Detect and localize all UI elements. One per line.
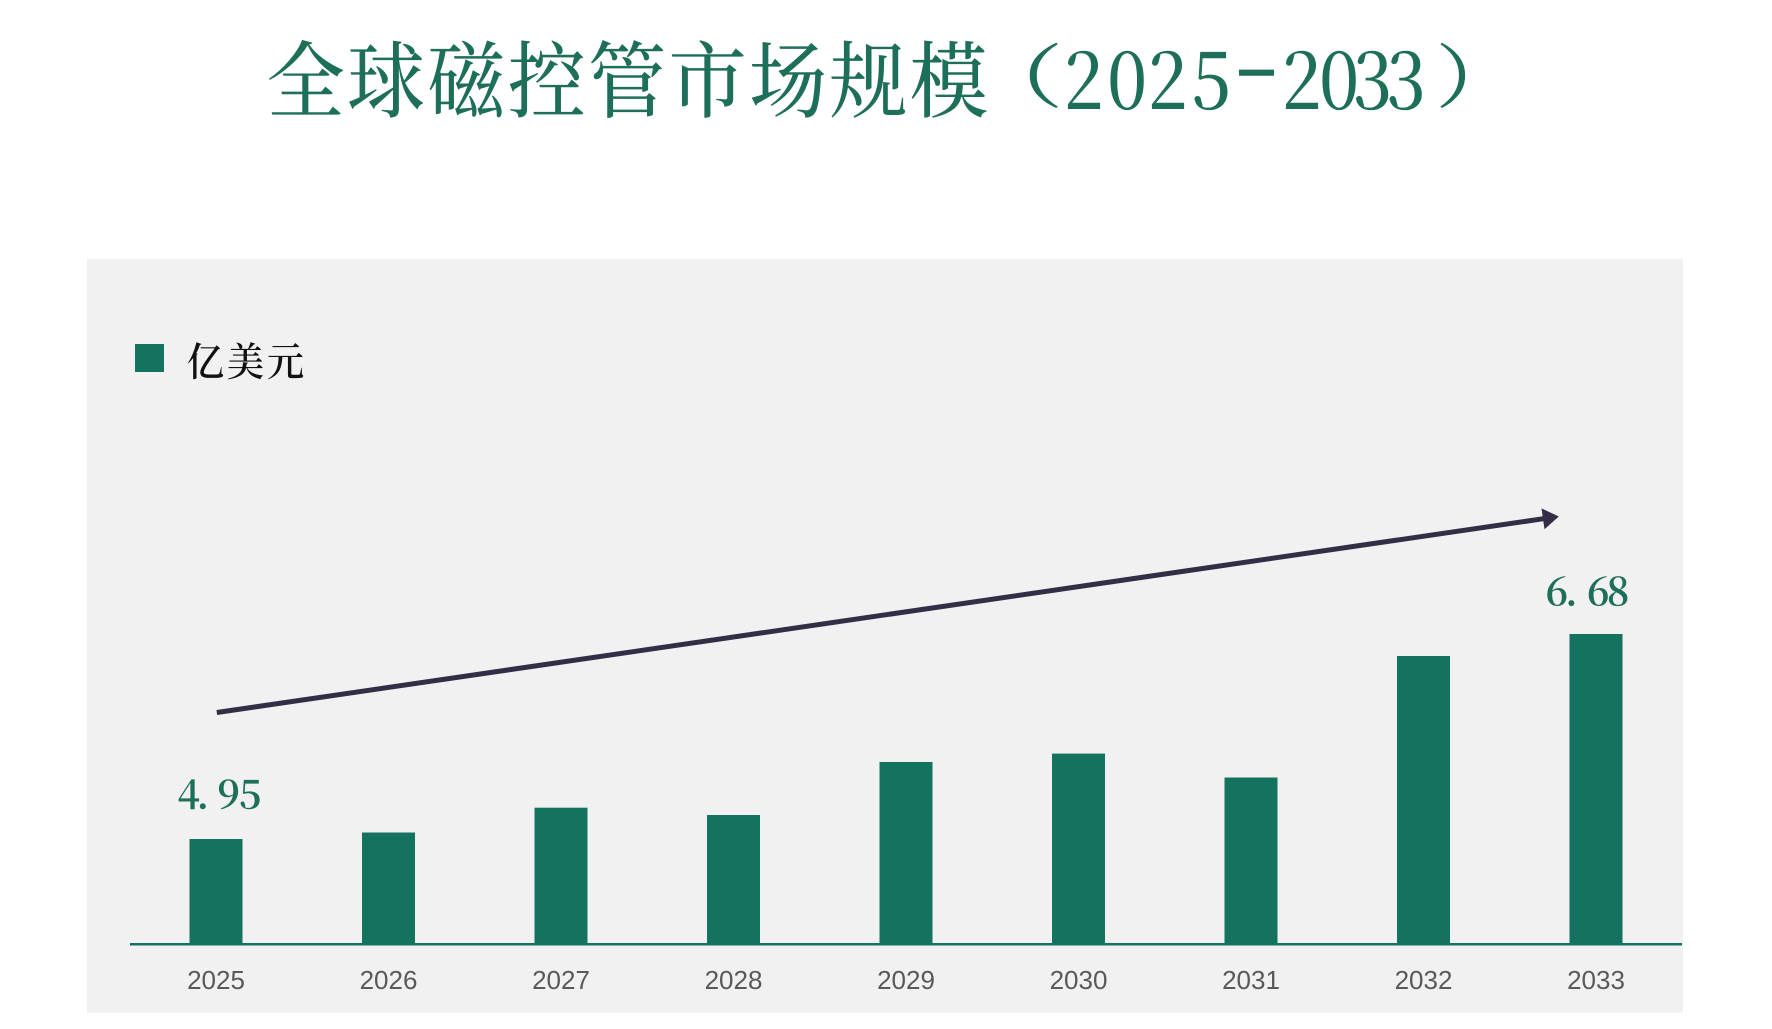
svg-text:2026: 2026 <box>360 965 418 995</box>
svg-text:2025: 2025 <box>187 965 245 995</box>
svg-text:2031: 2031 <box>1222 965 1280 995</box>
svg-text:2033: 2033 <box>1567 965 1625 995</box>
svg-text:2032: 2032 <box>1395 965 1453 995</box>
svg-text:2029: 2029 <box>877 965 935 995</box>
svg-text:2027: 2027 <box>532 965 590 995</box>
svg-text:2030: 2030 <box>1050 965 1108 995</box>
svg-text:2028: 2028 <box>705 965 763 995</box>
